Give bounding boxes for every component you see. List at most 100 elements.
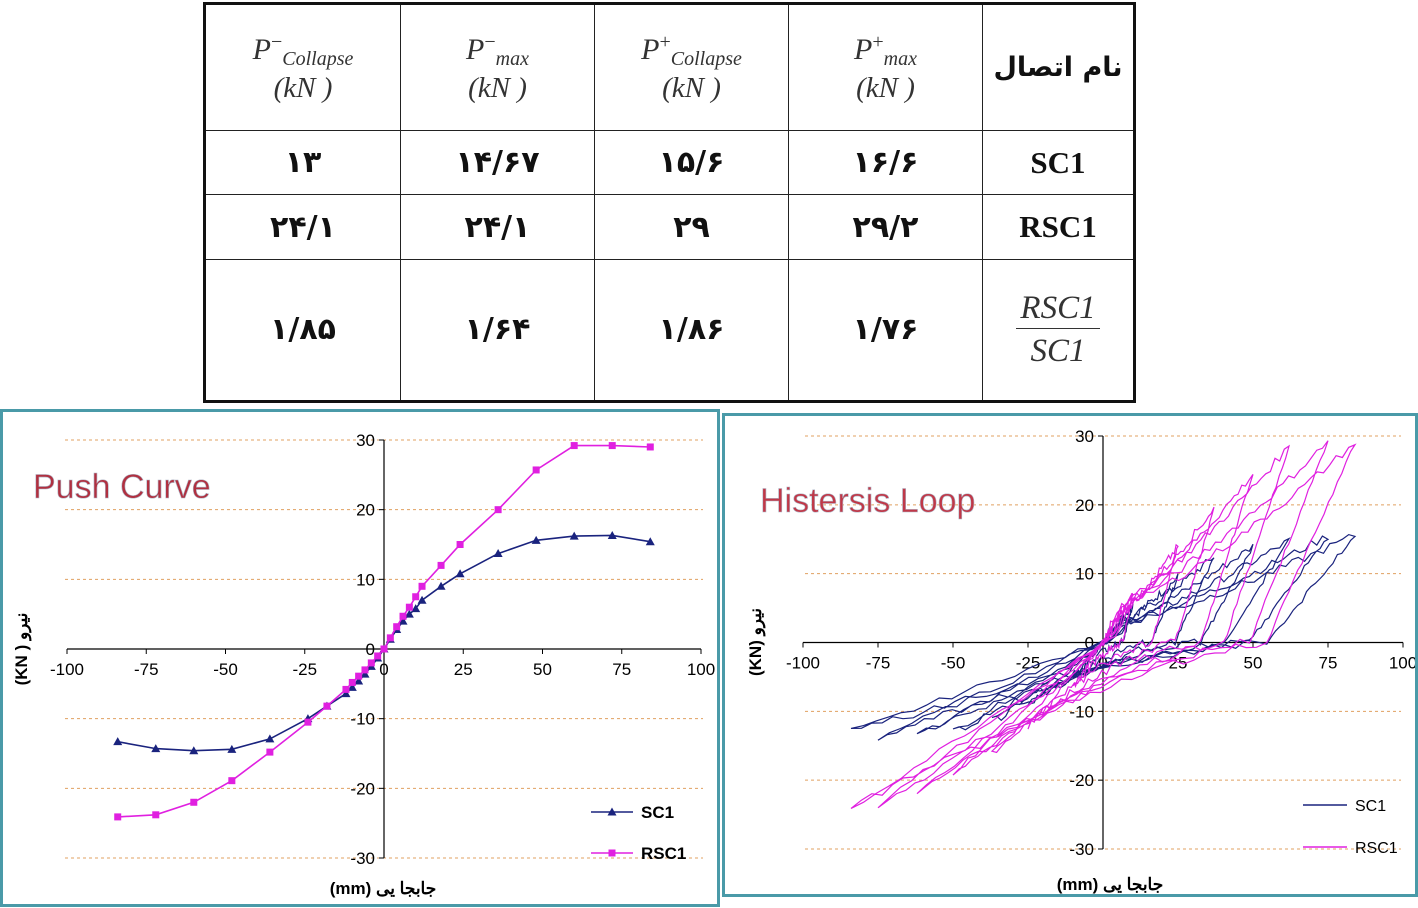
y-tick-label: -20 bbox=[350, 779, 375, 798]
data-point-sc1 bbox=[645, 537, 655, 546]
x-tick-label: -25 bbox=[1016, 654, 1041, 673]
data-point-rsc1 bbox=[393, 623, 401, 631]
legend-label: RSC1 bbox=[1355, 840, 1398, 857]
legend-label: SC1 bbox=[641, 803, 674, 822]
y-tick-label: 20 bbox=[1075, 496, 1094, 515]
x-axis-label: جابجا یی (mm) bbox=[1057, 875, 1164, 894]
ratio-denominator: SC1 bbox=[1030, 333, 1086, 370]
data-point-rsc1 bbox=[412, 593, 420, 601]
y-tick-label: -10 bbox=[350, 710, 375, 729]
data-point-rsc1 bbox=[646, 443, 654, 451]
push-curve-panel: -30 -20 -10 0 10 20 30 -100 -75 -50 -25 0 25 50 75 100 P… bbox=[0, 409, 720, 907]
x-tick-label: 75 bbox=[1319, 654, 1338, 673]
x-tick-label: -75 bbox=[866, 654, 891, 673]
data-point-sc1 bbox=[354, 676, 364, 685]
chart-title: Histersis Loop bbox=[760, 482, 975, 520]
y-axis-label: نیرو (KN) bbox=[746, 608, 766, 676]
y-tick-label: 0 bbox=[366, 640, 375, 659]
y-tick-label: 10 bbox=[1075, 565, 1094, 584]
x-tick-label: 0 bbox=[379, 660, 388, 679]
x-tick-label: -50 bbox=[213, 660, 238, 679]
table-cell: ۱۶/۶ bbox=[788, 129, 983, 196]
data-point-sc1 bbox=[493, 549, 503, 558]
header-unit: (kN ) bbox=[468, 72, 527, 104]
data-point-rsc1 bbox=[361, 666, 369, 674]
data-point-rsc1 bbox=[367, 659, 375, 667]
row-name: RSC1 bbox=[982, 194, 1135, 260]
table-cell: ۱۴/۶۷ bbox=[400, 129, 595, 196]
data-point-sc1 bbox=[607, 530, 617, 539]
y-tick-label: -30 bbox=[1069, 840, 1094, 859]
legend-marker bbox=[607, 807, 617, 816]
data-point-rsc1 bbox=[380, 645, 388, 653]
y-tick-label: 20 bbox=[356, 501, 375, 520]
data-point-sc1 bbox=[189, 746, 199, 755]
data-point-sc1 bbox=[531, 535, 541, 544]
y-tick-label: 30 bbox=[1075, 427, 1094, 446]
data-point-rsc1 bbox=[304, 718, 312, 726]
table-cell: ۲۴/۱ bbox=[204, 194, 401, 260]
data-point-rsc1 bbox=[570, 442, 578, 450]
data-point-rsc1 bbox=[228, 777, 236, 785]
hysteresis-curve-rsc1 bbox=[850, 440, 1357, 810]
legend-marker bbox=[608, 849, 616, 857]
header-unit: (kN ) bbox=[856, 72, 915, 104]
table-cell: ۱۵/۶ bbox=[594, 129, 789, 196]
table-cell: ۱/۷۶ bbox=[788, 258, 983, 403]
table-cell: ۱/۸۶ bbox=[594, 258, 789, 403]
data-point-rsc1 bbox=[323, 702, 331, 710]
data-point-sc1 bbox=[411, 604, 421, 613]
x-tick-label: -25 bbox=[292, 660, 317, 679]
chart-title: Push Curve bbox=[33, 468, 211, 506]
data-point-rsc1 bbox=[114, 813, 122, 821]
data-point-rsc1 bbox=[190, 798, 198, 806]
data-point-rsc1 bbox=[374, 652, 382, 660]
results-table: P−Collapse (kN ) P−max (kN ) P+Collapse … bbox=[203, 2, 1136, 403]
ratio-numerator: RSC1 bbox=[1016, 290, 1100, 330]
data-point-sc1 bbox=[227, 744, 237, 753]
row-name: SC1 bbox=[982, 129, 1135, 196]
data-point-sc1 bbox=[436, 581, 446, 590]
y-axis-label: نیرو ( KN) bbox=[12, 613, 32, 686]
x-tick-label: 25 bbox=[454, 660, 473, 679]
y-tick-label: 0 bbox=[1085, 634, 1094, 653]
data-point-sc1 bbox=[265, 734, 275, 743]
data-point-rsc1 bbox=[437, 561, 445, 569]
data-point-rsc1 bbox=[456, 541, 464, 548]
x-tick-label: 50 bbox=[533, 660, 552, 679]
header-p-minus-max: P−max (kN ) bbox=[400, 3, 595, 131]
data-point-rsc1 bbox=[355, 672, 363, 680]
header-p-minus-collapse: P−Collapse (kN ) bbox=[204, 3, 401, 131]
data-point-sc1 bbox=[360, 669, 370, 678]
data-point-sc1 bbox=[341, 689, 351, 698]
data-point-rsc1 bbox=[418, 582, 426, 590]
x-tick-label: -100 bbox=[786, 654, 820, 673]
data-point-rsc1 bbox=[348, 678, 356, 686]
header-unit: (kN ) bbox=[273, 72, 333, 104]
table-cell: ۱/۶۴ bbox=[400, 258, 595, 403]
x-tick-label: -50 bbox=[941, 654, 966, 673]
data-point-rsc1 bbox=[386, 634, 394, 642]
data-point-rsc1 bbox=[399, 612, 407, 620]
data-point-sc1 bbox=[151, 744, 161, 753]
x-axis-label: جابجا یی (mm) bbox=[330, 879, 437, 898]
data-point-rsc1 bbox=[342, 685, 350, 693]
x-tick-label: -75 bbox=[134, 660, 159, 679]
table-row: ۲۴/۱ ۲۴/۱ ۲۹ ۲۹/۲ RSC1 bbox=[204, 194, 1135, 260]
data-point-sc1 bbox=[569, 531, 579, 540]
data-point-rsc1 bbox=[152, 811, 160, 819]
table-row: ۱۳ ۱۴/۶۷ ۱۵/۶ ۱۶/۶ SC1 bbox=[204, 129, 1135, 196]
y-tick-label: 10 bbox=[356, 570, 375, 589]
hysteresis-curve-sc1 bbox=[850, 533, 1357, 741]
data-point-sc1 bbox=[113, 737, 123, 746]
x-tick-label: 100 bbox=[1389, 654, 1415, 673]
data-point-rsc1 bbox=[532, 466, 540, 474]
header-p-plus-max: P+max (kN ) bbox=[788, 3, 983, 131]
data-point-rsc1 bbox=[494, 506, 502, 514]
table-cell: ۲۹ bbox=[594, 194, 789, 260]
data-point-sc1 bbox=[455, 569, 465, 578]
x-tick-label: -100 bbox=[50, 660, 84, 679]
hysteresis-panel: -30 -20 -10 0 10 20 30 -100 -75 -50 -25 0 25 50 75 100 H… bbox=[722, 413, 1418, 897]
table-row: ۱/۸۵ ۱/۶۴ ۱/۸۶ ۱/۷۶ RSC1 SC1 bbox=[204, 258, 1135, 403]
